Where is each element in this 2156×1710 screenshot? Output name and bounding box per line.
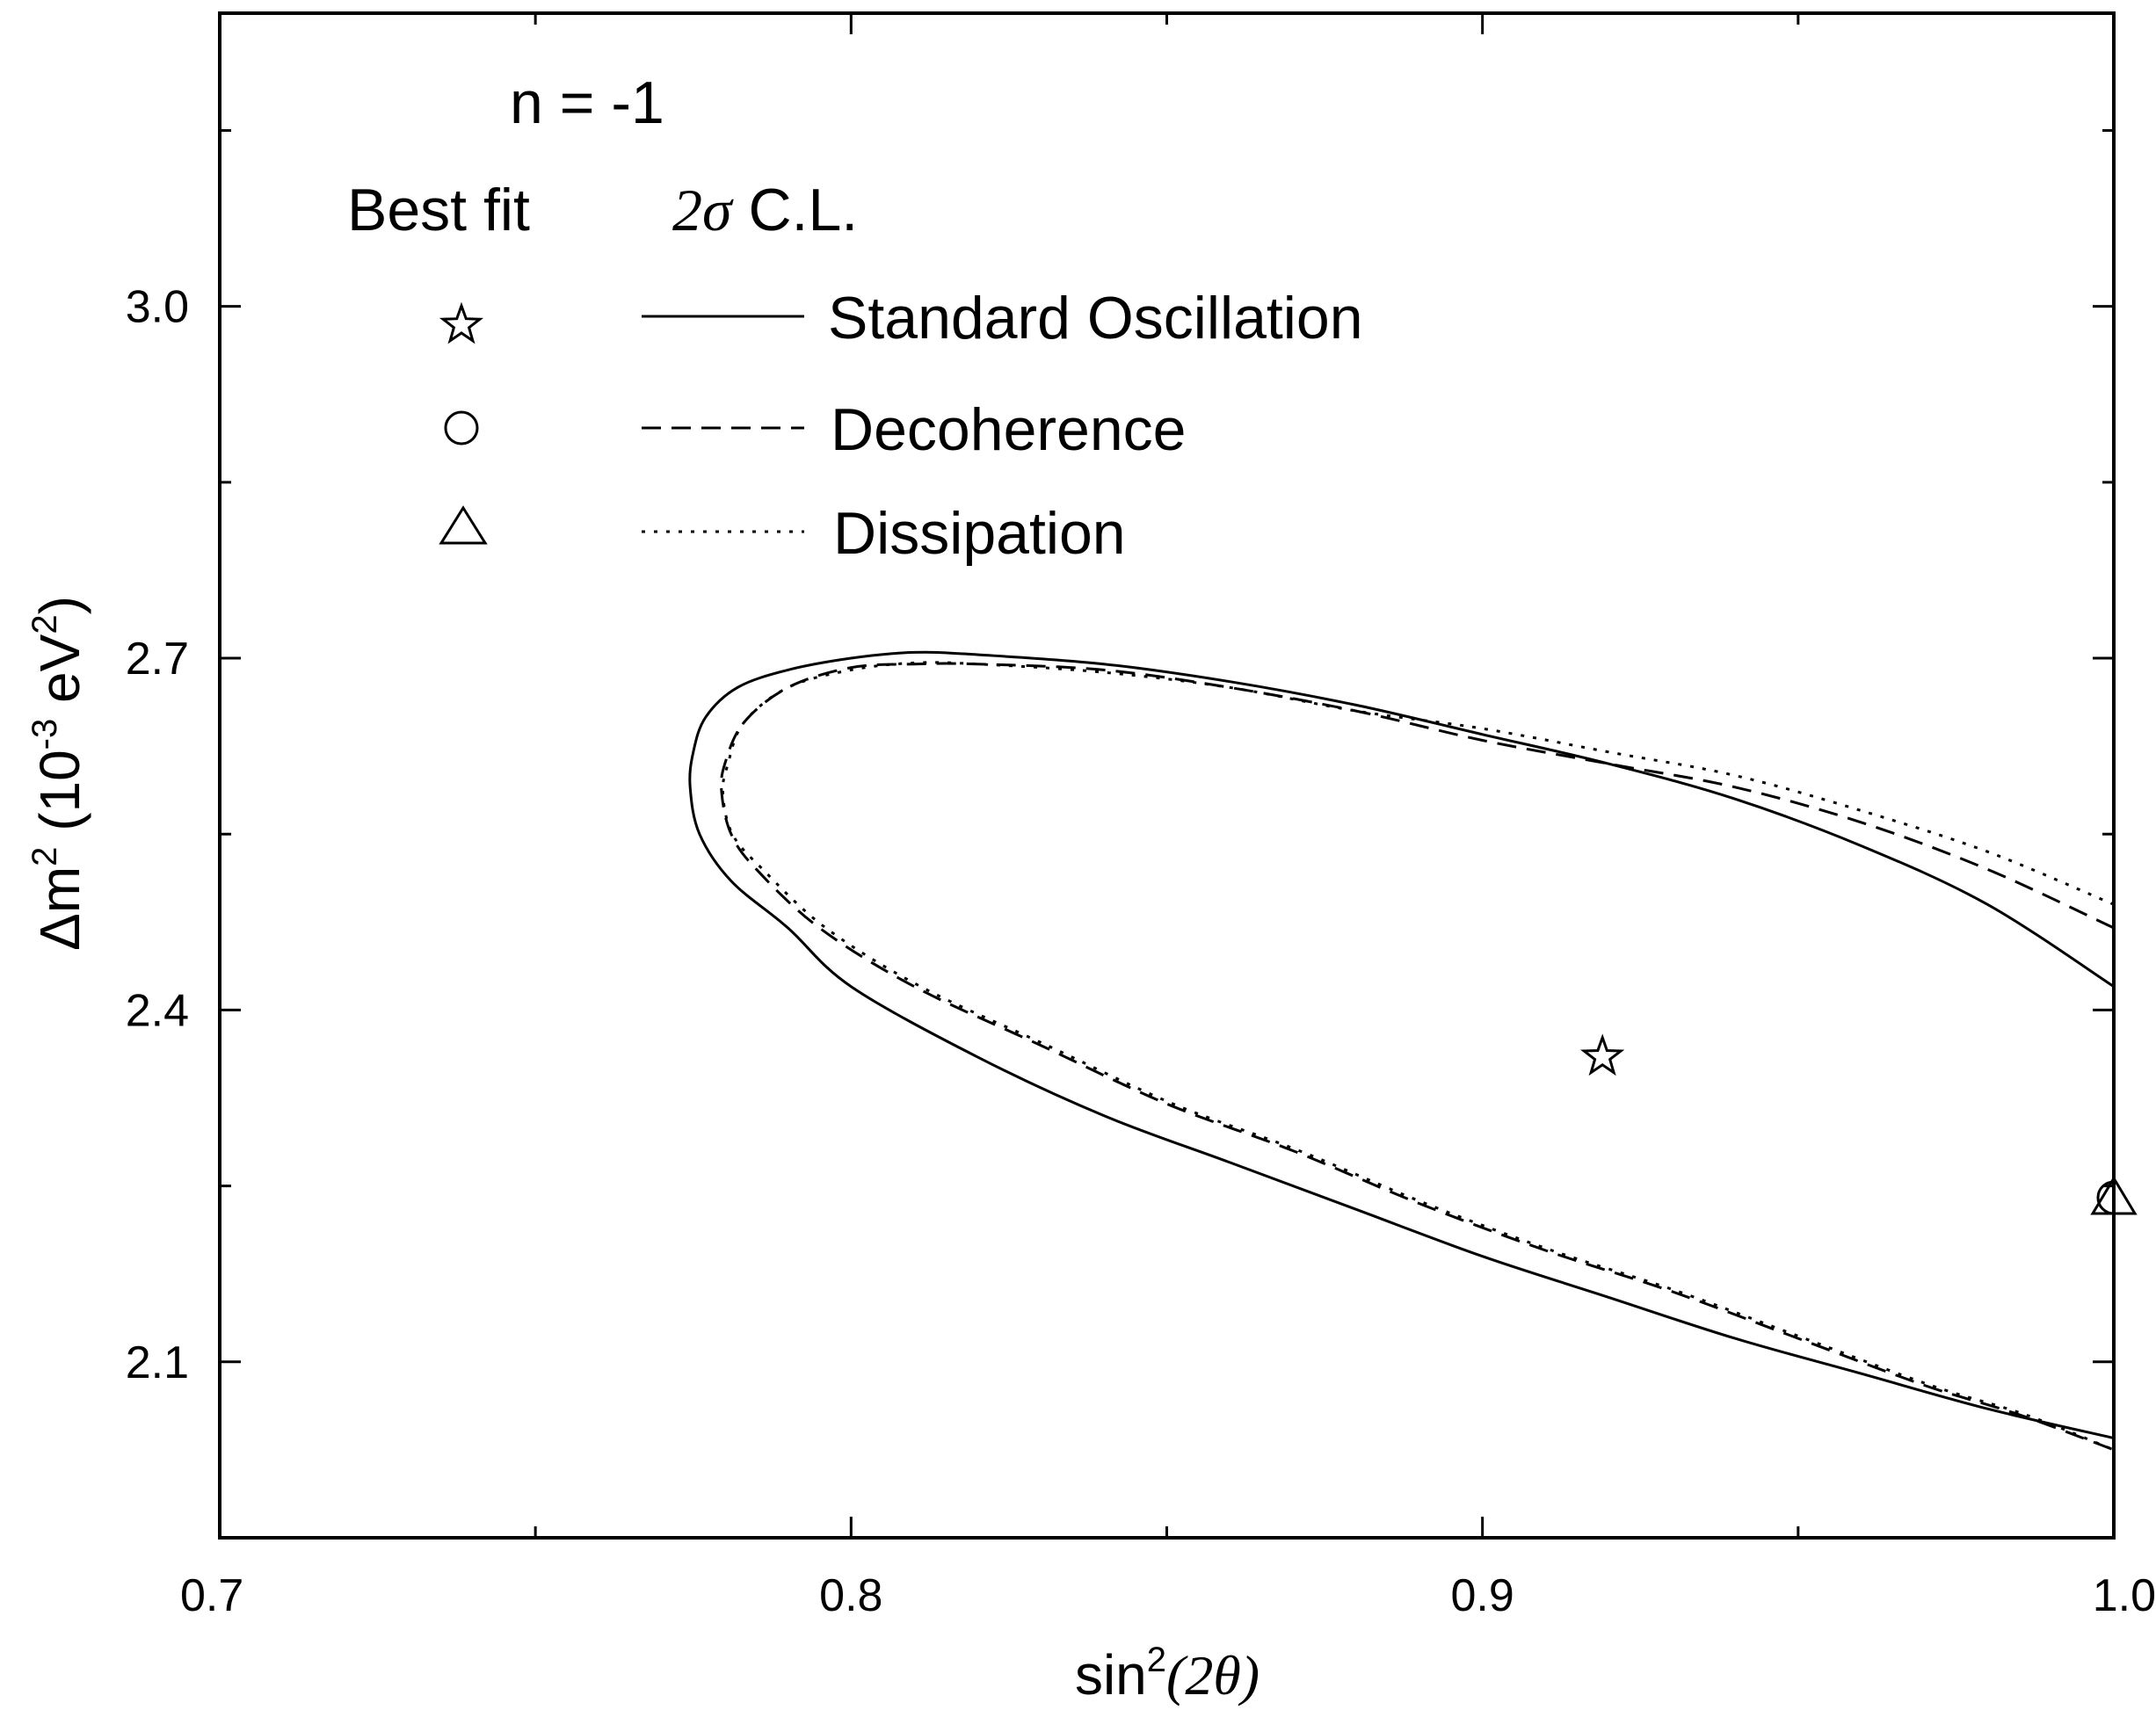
y-tick-label: 2.7: [126, 634, 189, 685]
legend-header-cl: 2σ C.L.: [672, 177, 858, 243]
legend: Best fit 2σ C.L. Standard Oscillation De…: [347, 177, 1363, 567]
y-axis-label: Δm2 (10-3 eV2): [25, 596, 91, 951]
legend-label-standard: Standard Oscillation: [828, 285, 1363, 351]
x-tick-label: 0.7: [180, 1570, 243, 1621]
y-axis-label-close: ): [28, 596, 91, 614]
tick-labels: 0.7 0.8 0.9 1.0 2.1 2.4 2.7 3.0: [126, 282, 2156, 1621]
x-tick-label: 0.8: [819, 1570, 882, 1621]
legend-label-decoherence: Decoherence: [831, 396, 1186, 463]
y-axis-label-mid: (10: [28, 750, 91, 846]
x-axis-label-sup: 2: [1147, 1641, 1166, 1679]
contour-dissipation: [721, 661, 2115, 1452]
contour-curves: [688, 650, 2115, 1452]
annotation-n: n = -1: [510, 69, 664, 136]
legend-label-dissipation: Dissipation: [833, 500, 1126, 567]
y-tick-label: 2.4: [126, 985, 189, 1036]
x-axis-label-main: sin: [1075, 1643, 1147, 1706]
x-tick-label: 0.9: [1451, 1570, 1514, 1621]
legend-circle-marker: [444, 410, 479, 446]
x-tick-label: 1.0: [2093, 1570, 2156, 1621]
y-axis-label-sup2: -3: [25, 719, 64, 750]
contour-decoherence: [720, 662, 2115, 1452]
legend-star-marker: [439, 301, 484, 344]
x-axis-label-arg: (2θ): [1166, 1644, 1259, 1706]
contour-standard-oscillation: [688, 650, 2115, 1440]
legend-header-best-fit: Best fit: [347, 177, 530, 243]
legend-header-sigma: 2σ: [672, 177, 734, 243]
y-axis-label-sup3: 2: [25, 614, 64, 634]
best-fit-standard-oscillation: [1579, 1033, 1625, 1076]
legend-header-cl-text: C.L.: [732, 177, 859, 243]
y-axis-label-tail: eV: [28, 634, 91, 718]
y-axis-label-main: Δm: [28, 866, 91, 951]
y-tick-label: 2.1: [126, 1337, 189, 1388]
best-fit-dissipation: [2090, 1176, 2138, 1215]
x-axis-label: sin2(2θ): [1075, 1641, 1259, 1706]
y-tick-label: 3.0: [126, 282, 189, 333]
ticks: [218, 13, 2116, 1540]
best-fit-points: [1579, 1033, 2138, 1215]
legend-triangle-marker: [439, 505, 488, 545]
y-axis-label-sup1: 2: [25, 847, 64, 866]
